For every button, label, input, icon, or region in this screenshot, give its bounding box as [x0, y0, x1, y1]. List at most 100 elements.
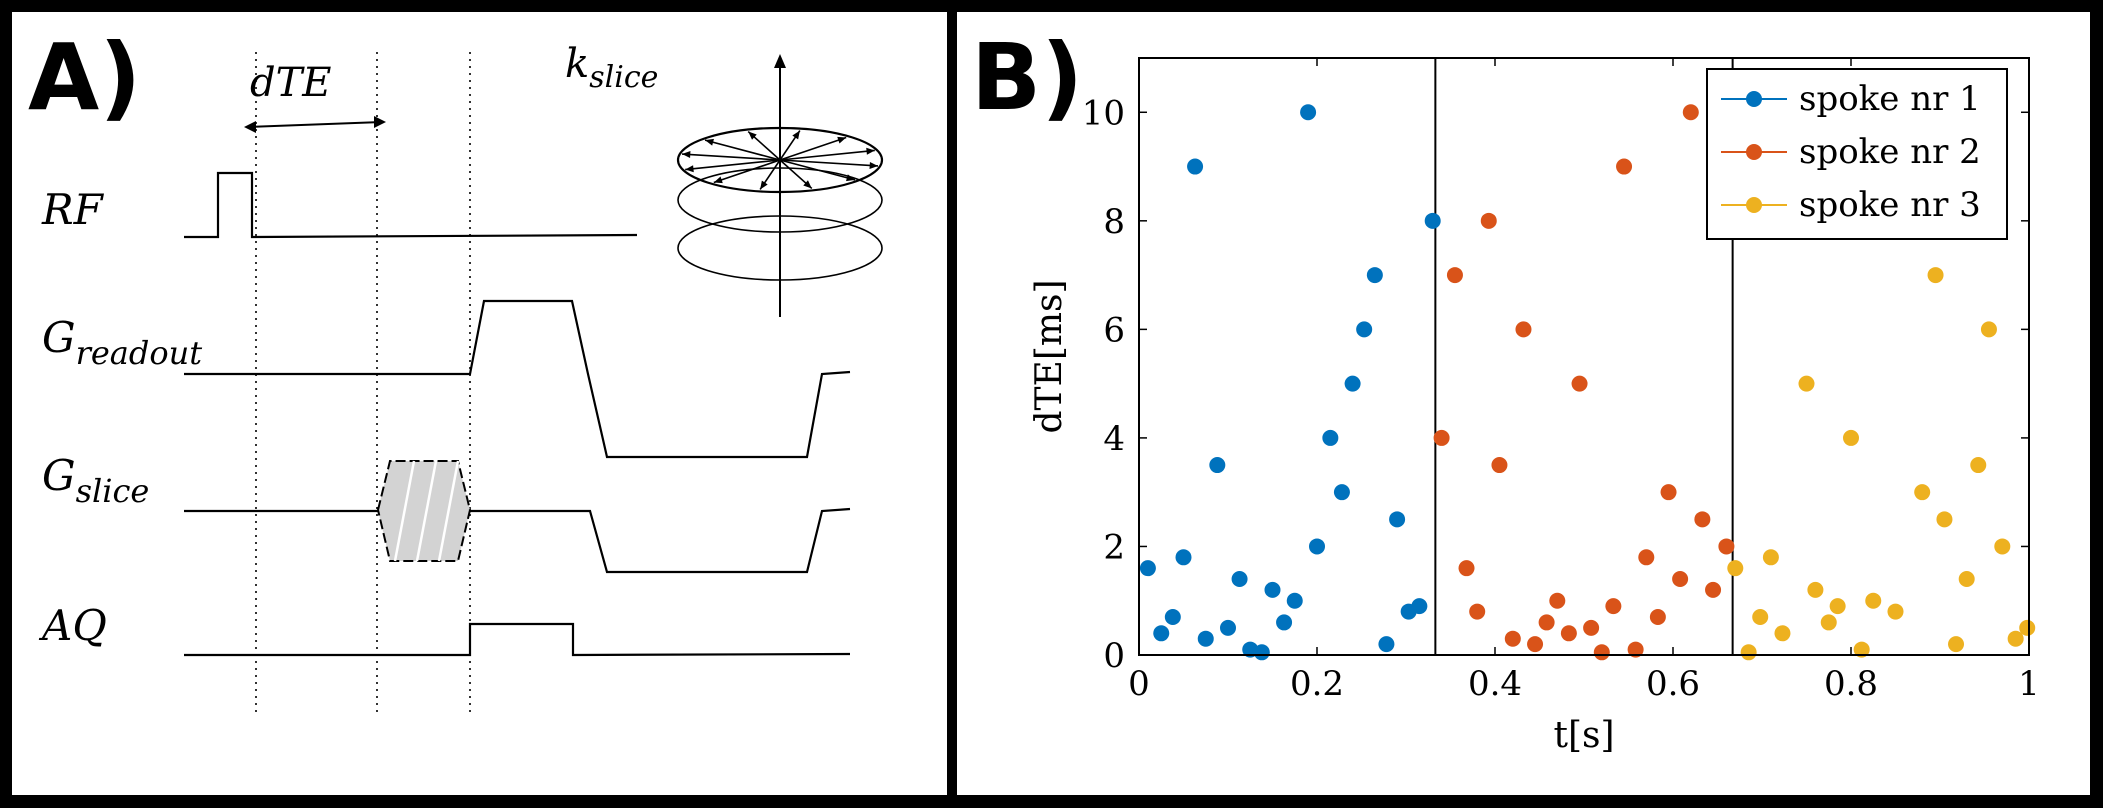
point-spoke-3 — [1820, 614, 1837, 631]
radial-spoke — [704, 139, 781, 161]
x-tick-label: 0.6 — [1646, 664, 1700, 704]
plot-frame — [1138, 57, 2030, 656]
point-spoke-1 — [1424, 212, 1441, 229]
x-tick-label: 1 — [2018, 664, 2040, 704]
point-spoke-3 — [1798, 375, 1815, 392]
point-spoke-1 — [1366, 267, 1383, 284]
legend-marker-2 — [1746, 144, 1762, 160]
point-spoke-1 — [1309, 538, 1325, 555]
dte-label: dTE — [250, 60, 331, 106]
panel-b-label: B) — [971, 24, 1084, 131]
point-spoke-2 — [1605, 598, 1622, 615]
panel-a-label: A) — [28, 24, 142, 131]
point-spoke-1 — [1276, 614, 1293, 631]
point-spoke-2 — [1458, 560, 1475, 577]
data-points — [1139, 104, 2036, 661]
point-spoke-3 — [1927, 267, 1944, 284]
aq-trace — [184, 622, 851, 657]
point-spoke-1 — [1164, 609, 1181, 626]
x-axis-label: t[s] — [1553, 715, 1614, 756]
y-tick-label: 8 — [1103, 202, 1125, 242]
radial-spoke — [779, 159, 879, 167]
point-spoke-2 — [1515, 321, 1532, 338]
y-tick-label: 0 — [1103, 636, 1125, 676]
point-spoke-2 — [1649, 609, 1666, 626]
point-spoke-1 — [1220, 619, 1236, 636]
y-tick-label: 4 — [1103, 419, 1125, 459]
point-spoke-1 — [1175, 549, 1192, 566]
kslice-label: kslice — [565, 41, 658, 95]
point-spoke-3 — [1865, 592, 1882, 609]
point-spoke-3 — [1948, 636, 1965, 653]
point-spoke-1 — [1253, 644, 1270, 661]
gslice-phase-blip — [376, 460, 472, 562]
point-spoke-2 — [1627, 641, 1644, 658]
point-spoke-2 — [1593, 644, 1610, 661]
radial-spoke-arrowhead — [846, 174, 855, 182]
dte-arrow — [244, 116, 386, 133]
y-tick-label: 10 — [1082, 93, 1125, 133]
point-spoke-3 — [2019, 619, 2036, 636]
radial-spoke-arrowhead — [681, 151, 691, 159]
y-tick-label: 6 — [1103, 310, 1125, 350]
greadout-trace — [184, 299, 851, 459]
point-spoke-2 — [1682, 104, 1699, 121]
point-spoke-3 — [1740, 644, 1757, 661]
point-spoke-3 — [1936, 511, 1953, 528]
point-spoke-2 — [1660, 484, 1677, 501]
y-tick-label: 2 — [1103, 527, 1125, 567]
radial-spoke-arrowhead — [803, 180, 812, 189]
radial-spoke-arrowhead — [748, 131, 757, 140]
point-spoke-1 — [1344, 375, 1361, 392]
point-spoke-1 — [1378, 636, 1395, 653]
pulse-sequence-diagram: dTE kslice RF Greadout Gsl — [38, 41, 884, 717]
point-spoke-3 — [1887, 603, 1904, 620]
radial-spoke — [713, 159, 781, 184]
legend-label-2: spoke nr 2 — [1799, 132, 1981, 172]
radial-spoke-arrowhead — [760, 180, 768, 190]
greadout-label: Greadout — [42, 313, 202, 372]
point-spoke-1 — [1197, 630, 1214, 647]
radial-spoke-arrowhead — [705, 138, 714, 146]
point-spoke-2 — [1433, 429, 1450, 446]
point-spoke-2 — [1469, 603, 1486, 620]
point-spoke-2 — [1527, 636, 1544, 653]
point-spoke-3 — [1762, 549, 1779, 566]
y-axis-label: dTE[ms] — [1029, 279, 1070, 433]
x-tick-label: 0.2 — [1290, 664, 1344, 704]
x-tick-label: 0.8 — [1824, 664, 1878, 704]
point-spoke-1 — [1333, 484, 1350, 501]
kslice-axis-arrowhead — [774, 54, 786, 68]
point-spoke-3 — [1970, 457, 1987, 474]
x-tick-label: 0 — [1128, 664, 1150, 704]
point-spoke-3 — [1958, 571, 1975, 588]
radial-spoke — [681, 153, 781, 161]
point-spoke-1 — [1139, 560, 1156, 577]
point-spoke-3 — [1752, 609, 1769, 626]
point-spoke-2 — [1538, 614, 1555, 631]
legend-marker-1 — [1746, 91, 1762, 107]
point-spoke-3 — [1980, 321, 1997, 338]
radial-spoke-arrowhead — [837, 136, 847, 144]
aq-label: AQ — [38, 601, 107, 650]
panel-b: B) 0 0.2 0.4 0.6 0.8 1 0 2 4 6 8 10 t[s] dTE[ms] sp… — [957, 12, 2090, 795]
legend-label-3: spoke nr 3 — [1799, 185, 1981, 225]
point-spoke-2 — [1705, 581, 1722, 598]
point-spoke-2 — [1571, 375, 1588, 392]
gslice-trace — [184, 507, 851, 574]
radial-spoke — [779, 159, 856, 181]
point-spoke-1 — [1231, 571, 1248, 588]
point-spoke-2 — [1491, 457, 1508, 474]
legend: spoke nr 1 spoke nr 2 spoke nr 3 — [1706, 68, 2008, 240]
radial-spoke — [779, 136, 847, 161]
point-spoke-3 — [1843, 429, 1859, 446]
radial-spokes — [681, 130, 879, 190]
point-spoke-2 — [1616, 158, 1633, 175]
point-spoke-2 — [1504, 630, 1521, 647]
point-spoke-2 — [1560, 625, 1577, 642]
point-spoke-3 — [1829, 598, 1846, 615]
point-spoke-2 — [1672, 571, 1689, 588]
